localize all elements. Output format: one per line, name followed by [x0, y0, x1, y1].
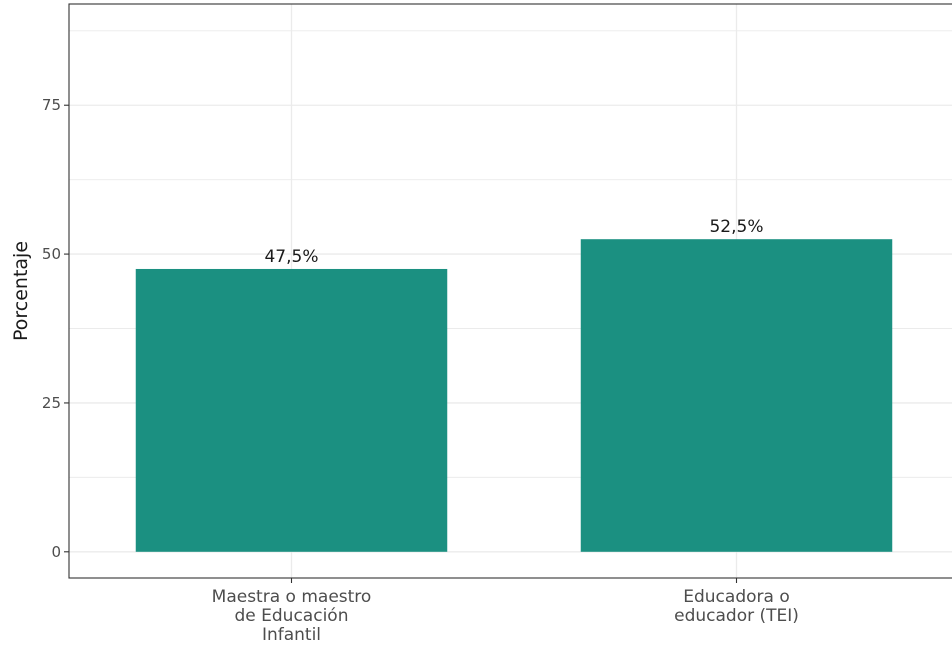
y-tick-label: 0: [51, 543, 61, 561]
y-tick-label: 75: [42, 96, 61, 114]
bar: [580, 239, 893, 552]
panel-border: [68, 3, 952, 579]
bar-value-label: 52,5%: [709, 217, 763, 237]
x-category-label-line: Infantil: [262, 625, 321, 645]
x-category-label-line: de Educación: [235, 606, 349, 626]
x-category-label-line: Maestra o maestro: [212, 587, 372, 607]
bars: [135, 239, 893, 552]
bar-value-label: 47,5%: [264, 247, 318, 267]
bar-value-labels: 47,5% 52,5%: [264, 217, 763, 267]
y-tick-label: 25: [42, 394, 61, 412]
x-axis-ticks: Maestra o maestro de Educación Infantil Edu…: [212, 578, 799, 645]
bar: [135, 268, 448, 552]
x-category-label: Educadora o educador (TEI): [674, 587, 799, 626]
x-category-label-line: Educadora o: [683, 587, 789, 607]
y-tick-label: 50: [42, 245, 61, 263]
x-category-label-line: educador (TEI): [674, 606, 799, 626]
x-category-label: Maestra o maestro de Educación Infantil: [212, 587, 372, 645]
y-axis-title: Porcentaje: [10, 241, 32, 341]
y-axis-ticks: 0 25 50 75: [42, 96, 69, 561]
